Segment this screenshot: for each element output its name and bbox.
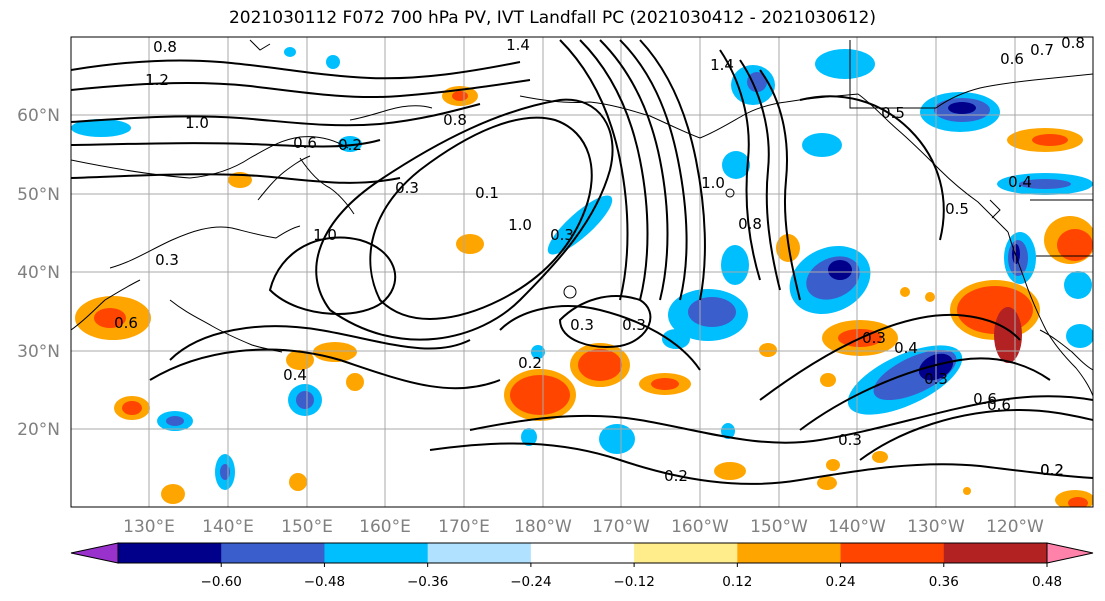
lon-label: 130°E (123, 517, 175, 537)
contour-label: 0.8 (738, 215, 762, 233)
colorbar-tick-label: 0.36 (929, 574, 959, 590)
colorbar-segment (427, 543, 532, 563)
lon-label: 130°W (907, 517, 965, 537)
contour-label: 0.8 (443, 111, 467, 129)
lon-label: 170°W (592, 517, 650, 537)
colorbar-segment (530, 543, 635, 563)
colorbar-extend-min (70, 542, 119, 564)
graticule (71, 37, 1093, 507)
contour-label: 0.2 (664, 467, 688, 485)
contour-label: 0.6 (114, 314, 138, 332)
contour-label: 0.8 (153, 38, 177, 56)
lat-label: 50°N (17, 185, 60, 205)
contour-labels: 0.8 1.2 1.0 0.6 0.2 0.3 1.4 0.8 1.0 0.3 0.1 1.0 0.3 0… (114, 34, 1085, 485)
contour-label: 1.2 (145, 71, 169, 89)
lon-label: 170°E (438, 517, 490, 537)
colorbar-tick-label: −0.24 (510, 574, 551, 590)
contour-label: 0.5 (881, 104, 905, 122)
latitude-labels: 60°N 50°N 40°N 30°N 20°N (17, 106, 60, 440)
contour-label: 0.3 (838, 431, 862, 449)
contour-label: 0.6 (973, 390, 997, 408)
contour-label: 0.3 (622, 316, 646, 334)
contour-label: 0.7 (1030, 41, 1054, 59)
lon-label: 160°E (359, 517, 411, 537)
contour-label: 1.0 (185, 114, 209, 132)
island-outlines (249, 39, 1001, 299)
lon-label: 150°E (281, 517, 333, 537)
colorbar-segment (943, 543, 1048, 563)
colorbar-frame (117, 542, 1048, 564)
contour-label: 0.4 (1008, 173, 1032, 191)
colorbar-segment (737, 543, 842, 563)
contour-label: 0.4 (894, 339, 918, 357)
contour-label: 0.3 (570, 316, 594, 334)
colorbar-tick-label: 0.12 (722, 574, 752, 590)
contour-label: 0.8 (1061, 34, 1085, 52)
pv-contours (71, 39, 1093, 485)
contour-label: 0.3 (924, 370, 948, 388)
contour-label: 0.3 (155, 251, 179, 269)
colorbar-ticks: −0.60 −0.48 −0.36 −0.24 −0.12 0.12 0.24 0.36 0.4… (201, 563, 1062, 590)
contour-label: 1.4 (506, 36, 530, 54)
colorbar-segment (118, 543, 222, 563)
lon-label: 120°W (986, 517, 1044, 537)
lat-label: 30°N (17, 342, 60, 362)
colorbar-extend-max (1046, 542, 1094, 564)
colorbar-tick-label: 0.48 (1032, 574, 1062, 590)
lat-label: 40°N (17, 263, 60, 283)
lon-label: 160°W (671, 517, 729, 537)
contour-label: 0.3 (862, 329, 886, 347)
lon-label: 140°W (828, 517, 886, 537)
contour-label: 0.5 (945, 200, 969, 218)
contour-label: 1.0 (508, 216, 532, 234)
colorbar-tick-label: 0.24 (826, 574, 856, 590)
chart-title: 2021030112 F072 700 hPa PV, IVT Landfall… (228, 8, 876, 28)
colorbar-tick-label: −0.60 (201, 574, 242, 590)
contour-label: 0.6 (293, 134, 317, 152)
lat-label: 20°N (17, 420, 60, 440)
colorbar-segment (840, 543, 945, 563)
colorbar-tick-label: −0.12 (613, 574, 654, 590)
contour-label: 1.4 (710, 56, 734, 74)
colorbar-segment (324, 543, 429, 563)
lon-label: 150°W (750, 517, 808, 537)
contour-label: 1.0 (701, 174, 725, 192)
map-frame (70, 36, 1094, 508)
contour-label: 1.0 (313, 226, 337, 244)
contour-label: 0.6 (987, 396, 1011, 414)
colorbar-tick-label: −0.48 (304, 574, 345, 590)
contour-label: 0.2 (518, 354, 542, 372)
contour-label: 0.2 (1040, 461, 1064, 479)
contour-label: 0.1 (475, 184, 499, 202)
contour-label: 0.3 (395, 179, 419, 197)
contour-label: 0.2 (1040, 461, 1064, 479)
contour-label: 0.3 (550, 226, 574, 244)
contour-label: 0.6 (1000, 50, 1024, 68)
contour-label: 0.4 (283, 366, 307, 384)
lon-label: 180°W (514, 517, 572, 537)
colorbar-tick-label: −0.36 (407, 574, 448, 590)
coastlines (71, 40, 1093, 397)
contour-label: 0.2 (338, 136, 362, 154)
colorbar-segment (634, 543, 738, 563)
longitude-labels: 130°E 140°E 150°E 160°E 170°E 180°W 170°W 160°W… (123, 517, 1044, 537)
lon-label: 140°E (202, 517, 254, 537)
colorbar (70, 542, 1094, 564)
lat-label: 60°N (17, 106, 60, 126)
colorbar-segment (221, 543, 325, 563)
